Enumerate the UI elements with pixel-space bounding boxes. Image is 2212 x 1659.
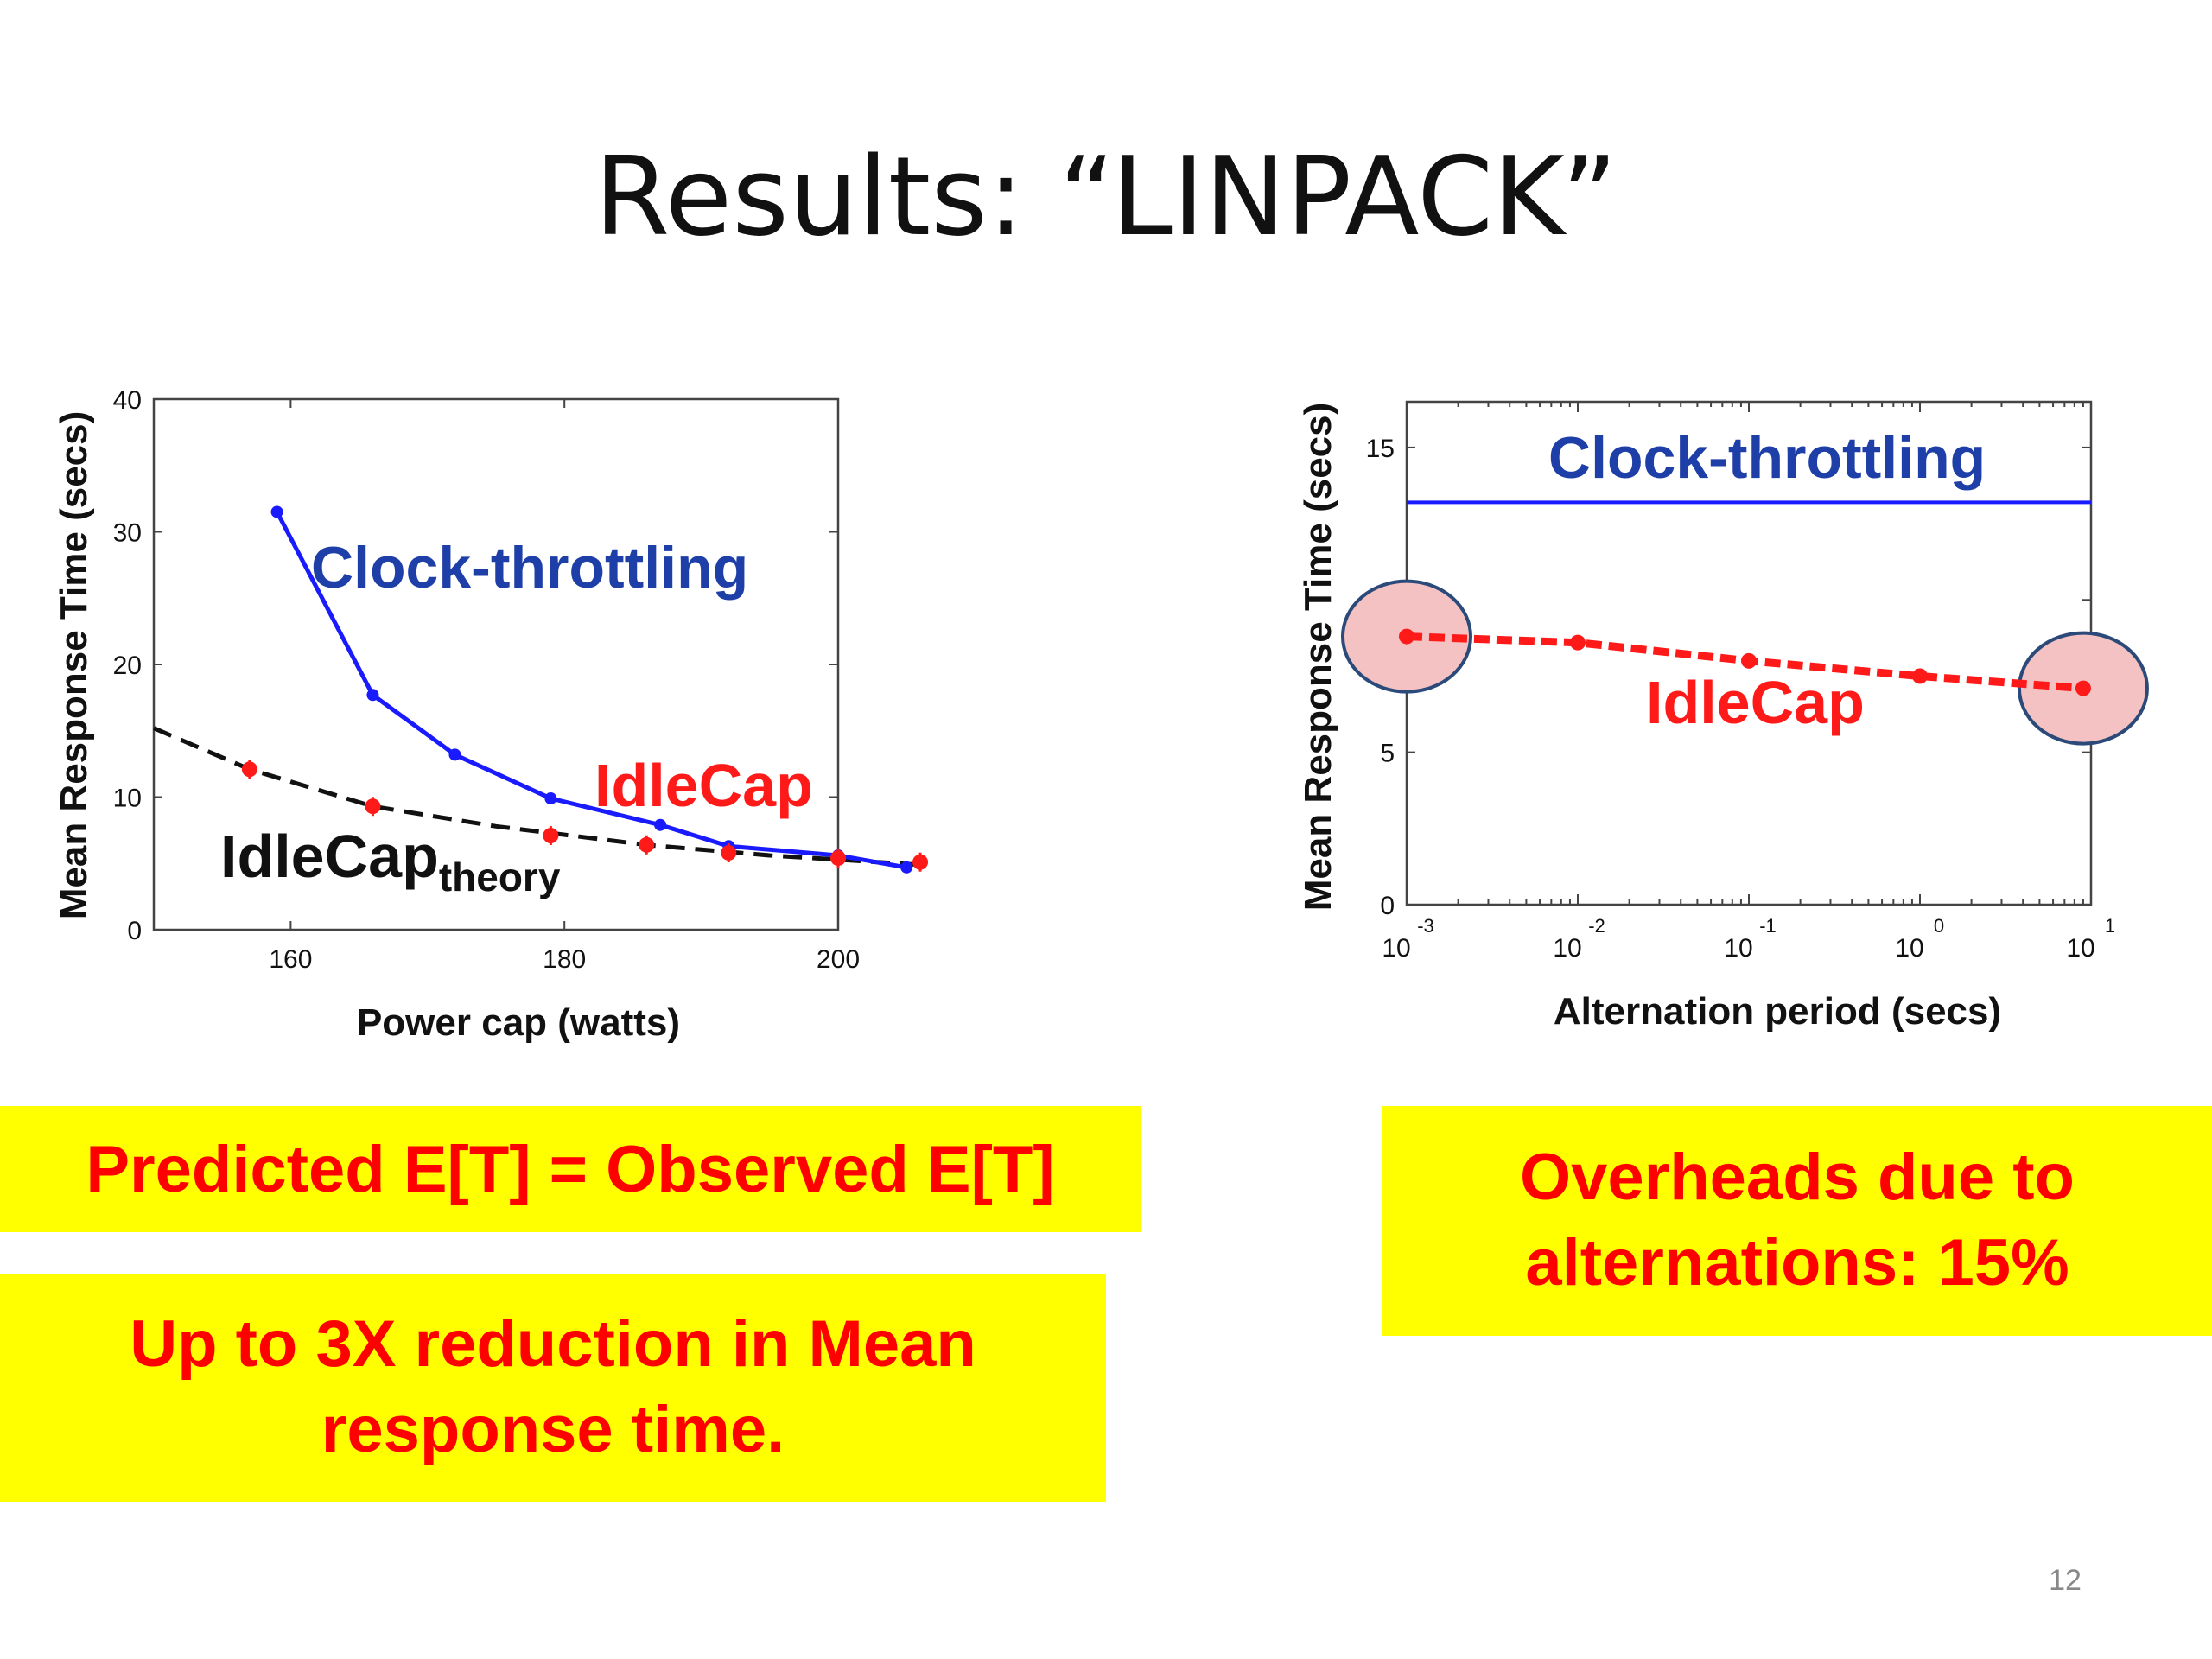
x-tick-label-base: 10 (2066, 934, 2094, 963)
axis-ticks: 0 10 20 30 40 160 180 200 (113, 386, 860, 974)
idlecap-theory-label-subscript: theory (439, 855, 561, 899)
callout-overheads: Overheads due to alternations: 15% (1382, 1106, 2212, 1336)
clock-throttling-point (900, 861, 913, 874)
chart-power-cap: 0 10 20 30 40 160 180 200 Power cap (watts) Mea… (53, 386, 929, 1044)
idlecap-point (2075, 680, 2091, 696)
x-tick-label-exponent: -2 (1588, 915, 1605, 937)
x-tick-label-base: 10 (1724, 934, 1752, 963)
idlecap-point (1570, 634, 1586, 651)
y-tick-label: 40 (113, 386, 142, 415)
idlecap-point (639, 836, 655, 853)
idlecap-point (830, 850, 846, 867)
y-tick-label: 0 (127, 917, 142, 945)
y-tick-label: 20 (113, 652, 142, 680)
idlecap-point (543, 828, 559, 844)
callout-reduction: Up to 3X reduction in Mean response time… (0, 1274, 1106, 1502)
idlecap-point (912, 854, 929, 870)
idlecap-point (1399, 628, 1414, 645)
slide-title: Results: “LINPACK” (594, 133, 1618, 260)
slide-number: 12 (2049, 1564, 2082, 1597)
clock-throttling-label: Clock-throttling (311, 535, 748, 601)
idlecap-point (1912, 668, 1928, 684)
clock-throttling-point (654, 818, 667, 831)
x-axis-title: Alternation period (secs) (1554, 990, 2001, 1033)
x-tick-label-exponent: -3 (1417, 915, 1434, 937)
clock-throttling-point (270, 505, 283, 518)
y-axis-title: Mean Response Time (secs) (1297, 403, 1339, 912)
callout-prediction: Predicted E[T] = Observed E[T] (0, 1106, 1141, 1232)
y-tick-label: 10 (113, 785, 142, 813)
clock-throttling-label: Clock-throttling (1548, 425, 1986, 491)
x-tick-label-base: 10 (1895, 934, 1923, 963)
x-axis-title: Power cap (watts) (357, 1001, 680, 1044)
idlecap-points (1399, 628, 2091, 696)
idlecap-point (365, 798, 381, 815)
idlecap-points (241, 760, 929, 872)
idlecap-theory-label: IdleCaptheory (220, 823, 561, 899)
x-tick-label: 180 (543, 945, 586, 974)
x-tick-label: 160 (269, 945, 312, 974)
y-tick-label: 30 (113, 519, 142, 548)
clock-throttling-point (448, 748, 461, 761)
x-tick-label-base: 10 (1553, 934, 1581, 963)
idlecap-theory-label-main: IdleCap (220, 823, 439, 890)
idlecap-point (721, 844, 737, 861)
clock-throttling-point (366, 689, 379, 702)
idlecap-label: IdleCap (1646, 669, 1865, 736)
y-axis-title: Mean Response Time (secs) (53, 411, 95, 920)
clock-throttling-point (544, 792, 557, 805)
x-tick-label-base: 10 (1382, 934, 1410, 963)
idlecap-point (241, 761, 257, 778)
y-tick-label: 0 (1380, 892, 1395, 920)
idlecap-point (1741, 652, 1757, 669)
y-tick-label: 5 (1380, 740, 1395, 768)
x-tick-label-exponent: -1 (1759, 915, 1777, 937)
idlecap-label: IdleCap (594, 752, 813, 819)
x-tick-label-exponent: 1 (2105, 915, 2115, 937)
y-tick-label: 15 (1366, 435, 1395, 463)
x-tick-label: 200 (817, 945, 860, 974)
x-tick-label-exponent: 0 (1934, 915, 1944, 937)
clock-throttling-line (275, 511, 907, 870)
